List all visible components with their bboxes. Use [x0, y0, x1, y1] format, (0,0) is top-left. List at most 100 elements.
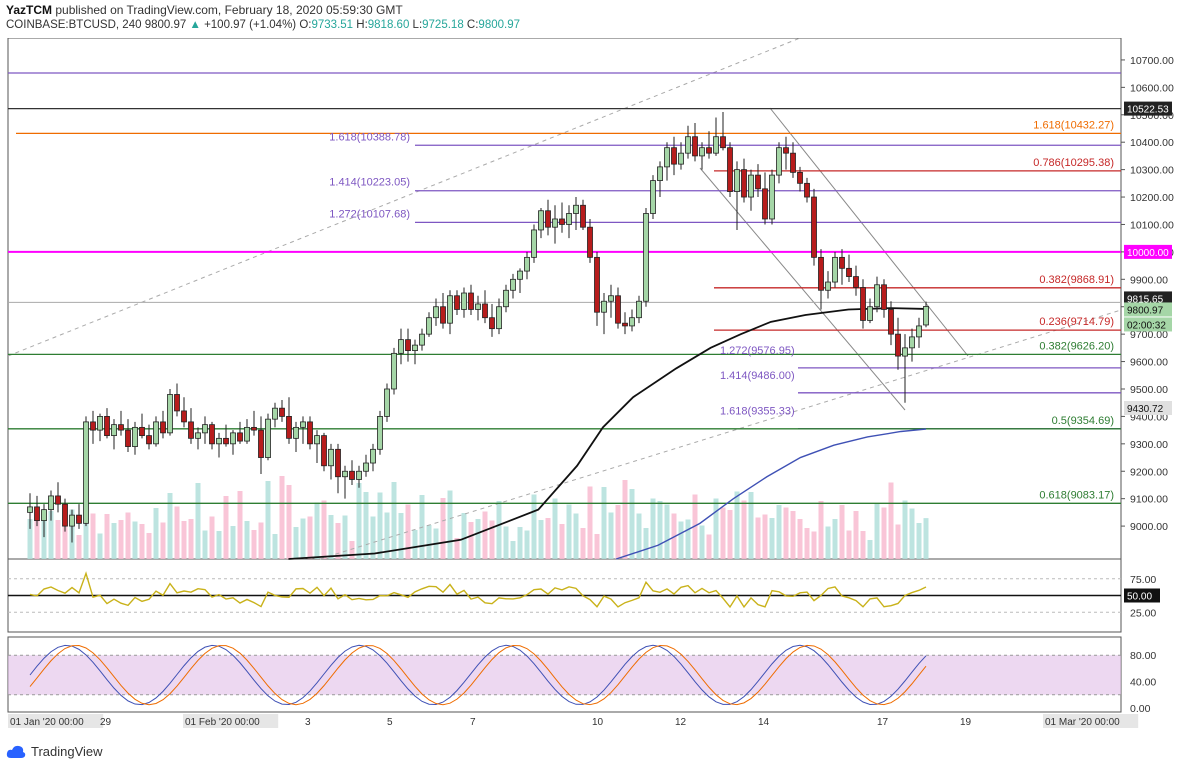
volume-bar [62, 523, 68, 559]
volume-bar [790, 511, 796, 559]
time-axis[interactable]: 01 Jan '20 00:00 29 01 Feb '20 00:00 3 5 7 10 1… [8, 714, 1139, 728]
volume-bar [664, 504, 670, 559]
volume-bar [706, 534, 712, 559]
volume-bars [27, 476, 929, 559]
volume-bar [510, 541, 516, 559]
volume-bar [643, 528, 649, 559]
candle-body [811, 196, 817, 258]
volume-bar [909, 508, 915, 559]
candle-body [412, 344, 418, 351]
candle-body [139, 426, 145, 437]
candle-body [636, 300, 642, 319]
candle-body [118, 424, 124, 431]
volume-bar [699, 525, 705, 559]
y-tick-label: 10400.00 [1130, 137, 1174, 149]
candle-body [874, 284, 880, 308]
x-tick-label: 01 Feb '20 00:00 [185, 717, 260, 728]
candle-body [804, 182, 810, 198]
volume-bar [566, 504, 572, 559]
candle-body [916, 325, 922, 338]
volume-bar [615, 505, 621, 559]
candle-body [405, 339, 411, 352]
volume-bar [475, 519, 481, 559]
volume-bar [314, 502, 320, 559]
volume-bar [160, 522, 166, 559]
volume-bar [818, 501, 824, 559]
price-badge [1124, 400, 1172, 415]
volume-bar [832, 519, 838, 559]
candle-body [468, 292, 474, 310]
candle-body [55, 495, 61, 505]
candle-body [237, 432, 243, 442]
volume-bar [412, 530, 418, 559]
candle-body [545, 210, 551, 228]
volume-bar [454, 538, 460, 559]
volume-bar [685, 519, 691, 559]
candle-body [454, 295, 460, 310]
volume-bar [335, 523, 341, 559]
candle-body [160, 421, 166, 434]
price-badge-label: 10000.00 [1127, 248, 1169, 259]
fib-level-label: 0.382(9868.91) [1039, 274, 1114, 286]
fib-level-label: 0.618(9083.17) [1039, 489, 1114, 501]
price-badge [1124, 317, 1172, 332]
volume-bar [902, 500, 908, 559]
volume-bar [391, 482, 397, 559]
price-axis[interactable]: 10700.0010600.0010500.0010400.0010300.00… [1121, 55, 1174, 533]
y-tick-label: 9100.00 [1130, 494, 1168, 506]
volume-bar [258, 522, 264, 559]
candle-body [538, 210, 544, 231]
candle-body [440, 306, 446, 324]
volume-bar [146, 533, 152, 559]
candle-body [601, 300, 607, 313]
descending-channel-upper [769, 107, 969, 357]
x-tick-label: 10 [592, 717, 604, 728]
volume-bar [769, 518, 775, 559]
candle-body [167, 394, 173, 434]
published-text: published on TradingView.com, February 1… [55, 3, 403, 17]
volume-bar [244, 521, 250, 559]
candle-body [650, 180, 656, 214]
price-badge-label: 9815.65 [1127, 294, 1164, 305]
ma-black-line [288, 307, 927, 560]
candle-body [314, 435, 320, 445]
candle-body [594, 256, 600, 313]
author[interactable]: YazTCM [6, 3, 53, 17]
candle-body [797, 171, 803, 184]
price-badge-label: 9800.97 [1127, 305, 1164, 316]
candle-body [867, 306, 873, 321]
volume-bar [377, 492, 383, 559]
fib-level-label: 1.618(10432.27) [1033, 119, 1114, 131]
candle-body [727, 147, 733, 192]
candle-body [496, 306, 502, 330]
candle-body [671, 147, 677, 165]
candle-body [839, 256, 845, 269]
candle-body [398, 339, 404, 354]
volume-bar [167, 493, 173, 559]
ascending-trendline-upper [7, 38, 801, 357]
volume-bar [923, 518, 929, 559]
volume-bar [692, 494, 698, 559]
candle-body [818, 256, 824, 291]
price-pane[interactable] [7, 38, 1122, 560]
volume-bar [223, 496, 229, 559]
candle-body [321, 435, 327, 467]
change-up-icon: ▲ [189, 19, 201, 31]
candle-body [293, 426, 299, 439]
volume-bar [839, 505, 845, 559]
price-badge [1124, 302, 1172, 317]
volume-bar [447, 490, 453, 559]
volume-bar [104, 514, 110, 559]
stoch-tick-label: 80.00 [1130, 650, 1156, 662]
candle-body [531, 229, 537, 258]
volume-bar [293, 527, 299, 559]
price-chart[interactable]: 1.618(10432.27) 1.618(10388.78) 0.786(1029… [0, 38, 1180, 742]
volume-bar [265, 481, 271, 559]
candle-body [748, 174, 754, 198]
x-tick-label: 01 Mar '20 00:00 [1045, 717, 1120, 728]
volume-bar [111, 523, 117, 559]
y-tick-label: 9500.00 [1130, 384, 1168, 396]
volume-bar [230, 526, 236, 559]
tradingview-logo[interactable]: TradingView [6, 744, 103, 759]
candle-body [251, 426, 257, 431]
